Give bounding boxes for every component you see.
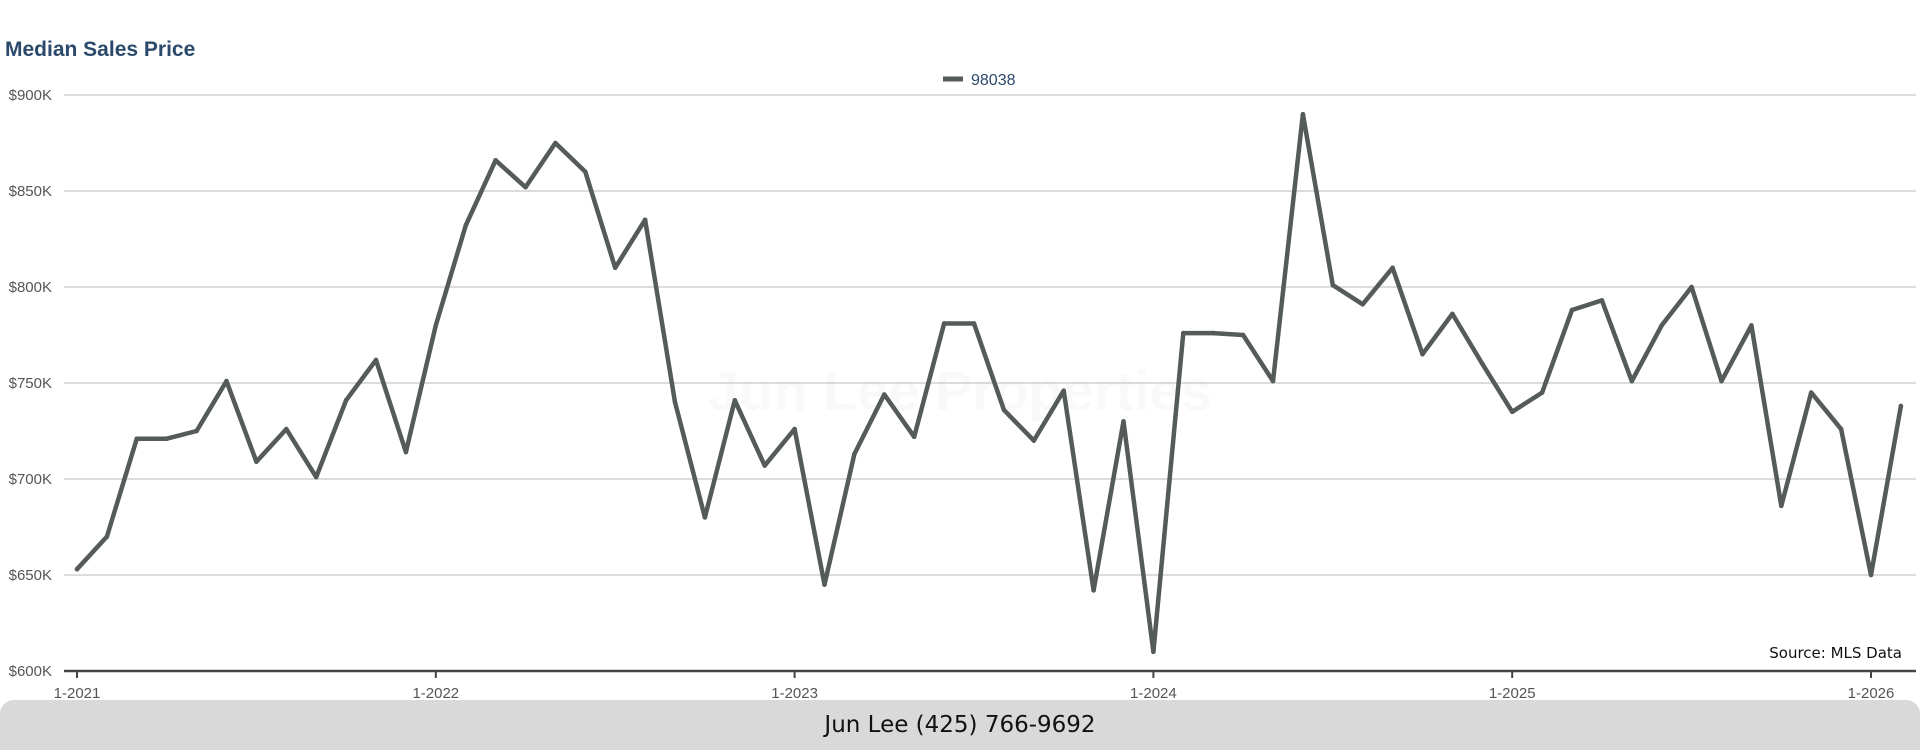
data-point [1719,378,1724,384]
y-tick-label: $750K [9,375,52,392]
data-point [1480,361,1485,367]
data-point [1031,438,1037,443]
data-point [194,428,199,434]
data-point [732,397,738,403]
watermark-text: Jun Lee Properties [708,359,1212,422]
data-point [74,566,80,572]
data-point [1689,284,1694,290]
footer-contact: Jun Lee (425) 766-9692 [824,712,1096,738]
y-tick-label: $900K [9,87,52,104]
data-point [822,582,827,587]
data-point [1539,390,1545,395]
data-point [852,451,857,457]
data-point [1898,403,1904,409]
data-point [134,436,140,441]
data-point [583,169,588,175]
x-tick-label: 1-2021 [54,685,101,700]
data-point [523,184,528,190]
data-point [1868,572,1874,578]
data-point [1061,388,1066,393]
data-point [433,323,439,328]
data-point [672,399,678,405]
data-point [642,217,648,223]
data-point [911,434,917,440]
data-point [1210,330,1216,336]
data-point [403,449,409,455]
y-tick-label: $850K [9,183,52,200]
data-point [1599,298,1605,303]
data-point [463,223,469,228]
data-point [1509,409,1515,415]
data-point [373,357,379,363]
data-point [1629,378,1635,384]
footer-bar: Jun Lee (425) 766-9692 [0,700,1920,750]
data-point [1181,330,1186,336]
data-point [1569,307,1575,313]
y-tick-label: $600K [9,663,52,680]
data-point [1001,407,1007,413]
y-tick-label: $650K [9,567,52,584]
data-point [1121,419,1126,424]
data-point [1091,588,1096,593]
data-point [1420,351,1425,357]
data-point [1808,390,1814,395]
data-point [104,534,110,539]
x-tick-label: 1-2024 [1130,685,1177,700]
data-point [224,378,229,384]
x-tick-label: 1-2023 [771,685,818,700]
data-point [1151,649,1156,655]
data-point [1779,503,1784,509]
data-point [254,459,259,465]
data-point [343,397,349,403]
data-point [1390,265,1395,271]
data-point [702,515,708,520]
data-point [941,321,947,326]
source-note: Source: MLS Data [1769,644,1902,662]
data-point [1659,323,1664,328]
line-chart: Jun Lee Properties $600K $650K $700K $750K $… [9,72,1916,700]
data-point [1360,301,1365,307]
series-line-98038 [74,111,1904,655]
x-tick-label: 1-2025 [1489,685,1536,700]
data-point [1450,311,1455,317]
data-point [1330,282,1336,288]
data-point [493,157,498,163]
data-point [553,140,558,146]
data-point [792,426,797,432]
data-point [971,321,977,326]
data-point [1240,332,1246,338]
y-tick-label: $700K [9,471,52,488]
data-point [1838,426,1844,432]
data-point [1749,323,1754,328]
data-point [1300,111,1306,117]
x-tick-label: 1-2026 [1848,685,1895,700]
data-point [164,436,169,441]
data-point [612,265,618,271]
y-tick-label: $800K [9,279,52,296]
chart-title: Median Sales Price [5,38,196,61]
data-point [762,463,767,468]
x-tick-label: 1-2022 [412,685,459,700]
data-point [1270,378,1276,384]
data-point [882,392,887,397]
data-point [284,426,289,432]
legend-label: 98038 [971,72,1016,89]
data-point [313,474,319,480]
